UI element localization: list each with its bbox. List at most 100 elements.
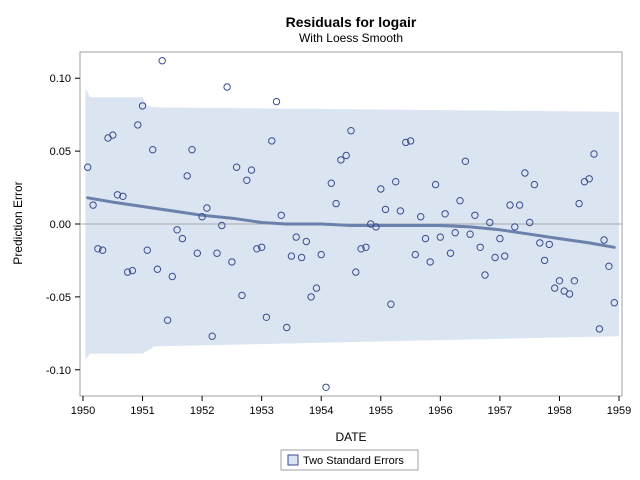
residual-point <box>605 262 613 270</box>
residual-point <box>575 199 583 208</box>
residual-point <box>402 138 410 147</box>
residual-point <box>327 179 335 187</box>
residual-point <box>486 218 494 227</box>
residual-point <box>555 277 564 285</box>
residual-points-layer <box>84 57 618 391</box>
residual-point <box>123 268 132 276</box>
residual-point <box>94 245 102 253</box>
residual-point <box>436 233 444 241</box>
residual-point <box>352 268 360 276</box>
residual-point <box>138 102 147 110</box>
y-tick-label: 0.05 <box>50 146 71 158</box>
x-tick-label: 1952 <box>190 405 214 417</box>
residual-point <box>421 234 430 243</box>
residual-point <box>511 223 519 231</box>
residual-point <box>262 313 271 321</box>
residual-point <box>521 169 529 177</box>
residual-point <box>268 137 276 145</box>
y-tick-label: -0.05 <box>46 292 71 304</box>
x-axis: 1950 1951 1952 1953 1954 1955 1956 1957 1958 1959 <box>71 396 631 417</box>
residual-point <box>342 151 350 160</box>
residual-point <box>481 271 489 279</box>
legend: Two Standard Errors <box>280 449 419 471</box>
residual-point <box>134 121 142 129</box>
residual-point <box>506 201 514 209</box>
residual-point <box>287 252 296 260</box>
residual-point <box>153 265 162 273</box>
residual-point <box>526 218 534 227</box>
residual-point <box>163 316 172 324</box>
x-tick-label: 1950 <box>71 405 95 417</box>
loess-smooth-line <box>86 196 616 249</box>
residual-point <box>476 243 484 252</box>
residual-point <box>277 211 285 220</box>
residual-point <box>590 150 598 158</box>
x-tick-label: 1951 <box>130 405 154 417</box>
residual-point <box>600 236 608 244</box>
residual-point <box>610 299 618 307</box>
residual-point <box>515 201 524 209</box>
residual-point <box>431 180 440 189</box>
residual-point <box>143 246 152 254</box>
residual-point <box>98 246 107 254</box>
residual-point <box>585 175 593 183</box>
residual-point <box>417 213 425 221</box>
residual-point <box>247 166 256 174</box>
legend-label: Two Standard Errors <box>303 455 404 467</box>
residual-point <box>173 226 181 234</box>
residual-point <box>461 157 470 166</box>
residual-point <box>396 207 405 215</box>
residual-point <box>302 237 310 246</box>
residual-point <box>109 131 117 139</box>
residual-point <box>530 180 539 189</box>
residual-point <box>297 253 306 262</box>
residual-point <box>545 240 553 249</box>
loess-layer <box>86 196 616 249</box>
residual-point <box>168 272 177 281</box>
residual-point <box>501 252 509 260</box>
residual-point <box>232 163 241 171</box>
residual-point <box>446 249 455 257</box>
x-tick-label: 1953 <box>249 405 273 417</box>
residual-point <box>292 233 300 241</box>
residual-point <box>322 383 330 391</box>
residual-point <box>272 97 281 106</box>
residual-point <box>540 256 549 265</box>
residual-point <box>456 197 464 205</box>
residual-point <box>238 291 246 300</box>
x-tick-label: 1957 <box>488 405 512 417</box>
residual-point <box>332 199 340 208</box>
residual-point <box>243 176 251 185</box>
residual-point <box>128 266 137 275</box>
residual-point <box>551 284 559 292</box>
residual-point <box>381 205 390 214</box>
residual-point <box>570 277 579 285</box>
residual-point <box>228 258 236 266</box>
x-axis-label: DATE <box>335 430 366 444</box>
residual-point <box>307 293 315 301</box>
residual-point <box>188 146 196 154</box>
residual-point <box>471 211 479 220</box>
residual-point <box>158 57 166 65</box>
residual-point <box>198 213 206 221</box>
residual-point <box>218 221 226 230</box>
residual-point <box>203 204 211 212</box>
legend-swatch-band <box>287 454 299 466</box>
residual-point <box>347 127 355 135</box>
residual-point <box>357 245 365 253</box>
residual-point <box>193 249 202 257</box>
chart-title: Residuals for logair <box>286 14 417 30</box>
y-axis: -0.10 -0.05 0.00 0.05 0.10 <box>46 73 80 377</box>
residual-point <box>149 146 157 154</box>
residual-point <box>595 325 604 333</box>
residual-point <box>119 192 127 201</box>
x-tick-label: 1959 <box>607 405 631 417</box>
x-tick-label: 1958 <box>547 405 571 417</box>
residual-point <box>426 258 434 266</box>
y-tick-label: -0.10 <box>46 365 71 377</box>
residual-point <box>183 172 191 180</box>
residual-point <box>387 300 395 308</box>
residual-point <box>317 250 325 259</box>
